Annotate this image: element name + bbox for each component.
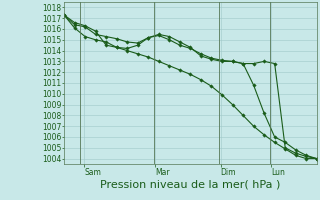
X-axis label: Pression niveau de la mer( hPa ): Pression niveau de la mer( hPa ) [100,180,281,190]
